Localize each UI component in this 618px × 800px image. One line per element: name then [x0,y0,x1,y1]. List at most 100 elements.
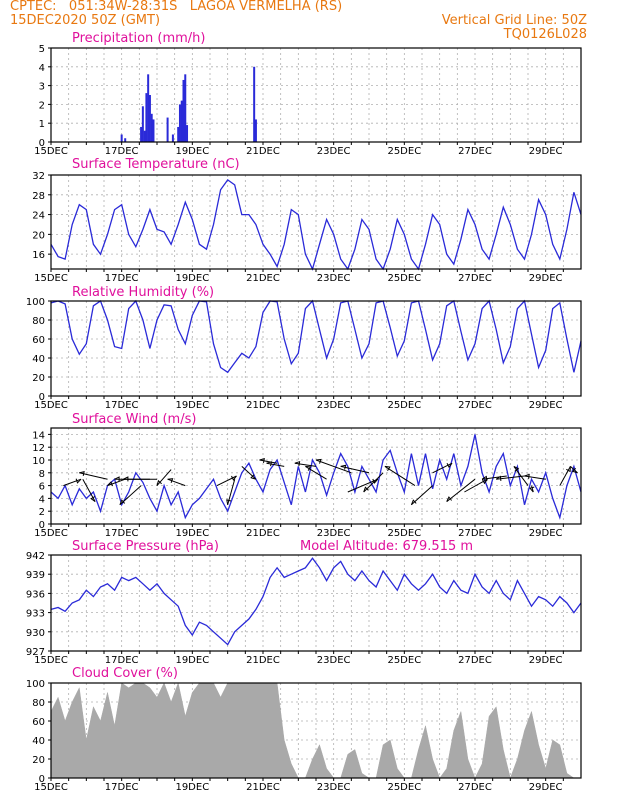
wind-arrow-shaft [259,459,278,464]
y-tick-label: 939 [26,570,45,581]
y-tick-label: 1 [39,119,45,130]
x-tick-label: 17DEC [105,146,139,157]
precip-bar [147,74,150,142]
wind-arrow-head [294,460,301,467]
x-tick-label: 15DEC [34,655,68,666]
wind-arrow-head [315,458,322,464]
header-model-code: TQ0126L028 [503,27,587,42]
precip-bar [171,134,174,142]
precip-bar [124,138,127,142]
y-tick-label: 936 [26,589,45,600]
x-tick-label: 27DEC [458,655,492,666]
precip-bar [166,117,169,142]
x-tick-label: 19DEC [175,273,209,284]
x-tick-label: 15DEC [34,528,68,539]
precip-bar [177,126,180,142]
y-tick-label: 14 [32,430,45,441]
precip-bar [152,119,155,142]
x-tick-label: 25DEC [387,400,421,411]
x-tick-label: 27DEC [458,146,492,157]
precip-bar [186,125,189,142]
wind-arrow-shaft [446,478,476,502]
wind-arrow-head [259,458,265,463]
precip-bar [182,79,185,142]
wind-arrow-head [90,496,96,503]
precip-bar [143,130,146,142]
header-station: CPTEC: 051:34W-28:31S LAGOA VERMELHA (RS… [10,0,343,14]
x-tick-label: 25DEC [387,146,421,157]
y-tick-label: 4 [39,63,45,74]
panel-title: Relative Humidity (%) [72,285,214,300]
x-tick-label: 19DEC [175,655,209,666]
wind-arrow-shaft [524,475,546,480]
wind-arrow-head [446,462,453,469]
y-tick-label: 2 [39,100,45,111]
series-line [50,557,582,646]
wind-arrow-shaft [167,478,186,487]
y-tick-label: 0 [39,520,45,531]
wind-arrow-head [114,476,120,482]
y-tick-label: 28 [32,191,45,202]
y-tick-label: 100 [26,679,45,690]
x-tick-label: 19DEC [175,528,209,539]
precip-bar [253,66,256,142]
wind-arrow-shaft [559,466,571,486]
y-tick-label: 16 [32,250,45,261]
x-tick-label: 27DEC [458,782,492,793]
wind-arrow-shaft [513,466,529,486]
y-tick-label: 8 [39,469,45,480]
wind-arrow-head [107,481,113,487]
wind-arrow-shaft [384,465,416,487]
x-tick-label: 21DEC [246,146,280,157]
x-tick-label: 23DEC [317,782,351,793]
wind-arrow-head [250,474,257,480]
y-tick-label: 80 [32,698,45,709]
y-tick-label: 3 [39,82,45,93]
panel-title: Surface Temperature (nC) [72,157,240,172]
x-tick-label: 23DEC [317,655,351,666]
y-tick-label: 20 [32,373,45,384]
wind-arrow-head [384,465,391,471]
y-tick-label: 20 [32,755,45,766]
precip-bar [150,113,153,142]
wind-arrow-head [305,465,312,471]
x-tick-label: 17DEC [105,655,139,666]
x-tick-label: 19DEC [175,782,209,793]
y-tick-label: 933 [26,609,45,620]
y-tick-label: 0 [39,774,45,785]
wind-arrow-head [446,496,452,502]
series-line [50,178,582,271]
x-tick-label: 19DEC [175,146,209,157]
x-tick-label: 21DEC [246,273,280,284]
precip-bar [145,93,148,142]
header-grid-note: Vertical Grid Line: 50Z [441,13,587,28]
x-tick-label: 23DEC [317,400,351,411]
y-tick-label: 0 [39,138,45,149]
x-tick-label: 27DEC [458,400,492,411]
y-tick-label: 6 [39,482,45,493]
wind-arrow-shaft [156,469,172,486]
wind-arrow-head [75,478,82,484]
cloud-cover-area [50,682,581,779]
wind-arrow-head [340,464,347,470]
y-tick-label: 20 [32,230,45,241]
x-tick-label: 25DEC [387,528,421,539]
y-tick-label: 100 [26,297,45,308]
x-tick-label: 29DEC [529,273,563,284]
wind-arrow-shaft [266,462,285,467]
wind-arrow-shaft [315,459,352,474]
x-tick-label: 27DEC [458,528,492,539]
wind-arrow-head [410,499,417,505]
precip-bar [140,126,143,142]
x-tick-label: 17DEC [105,273,139,284]
y-tick-label: 4 [39,494,45,505]
wind-arrow-head [167,478,174,483]
y-tick-label: 927 [26,647,45,658]
x-tick-label: 21DEC [246,782,280,793]
wind-arrow-shaft [107,478,126,487]
y-tick-label: 24 [32,211,45,222]
wind-arrow-shaft [294,462,317,467]
wind-arrow-head [571,467,578,474]
x-tick-label: 29DEC [529,400,563,411]
